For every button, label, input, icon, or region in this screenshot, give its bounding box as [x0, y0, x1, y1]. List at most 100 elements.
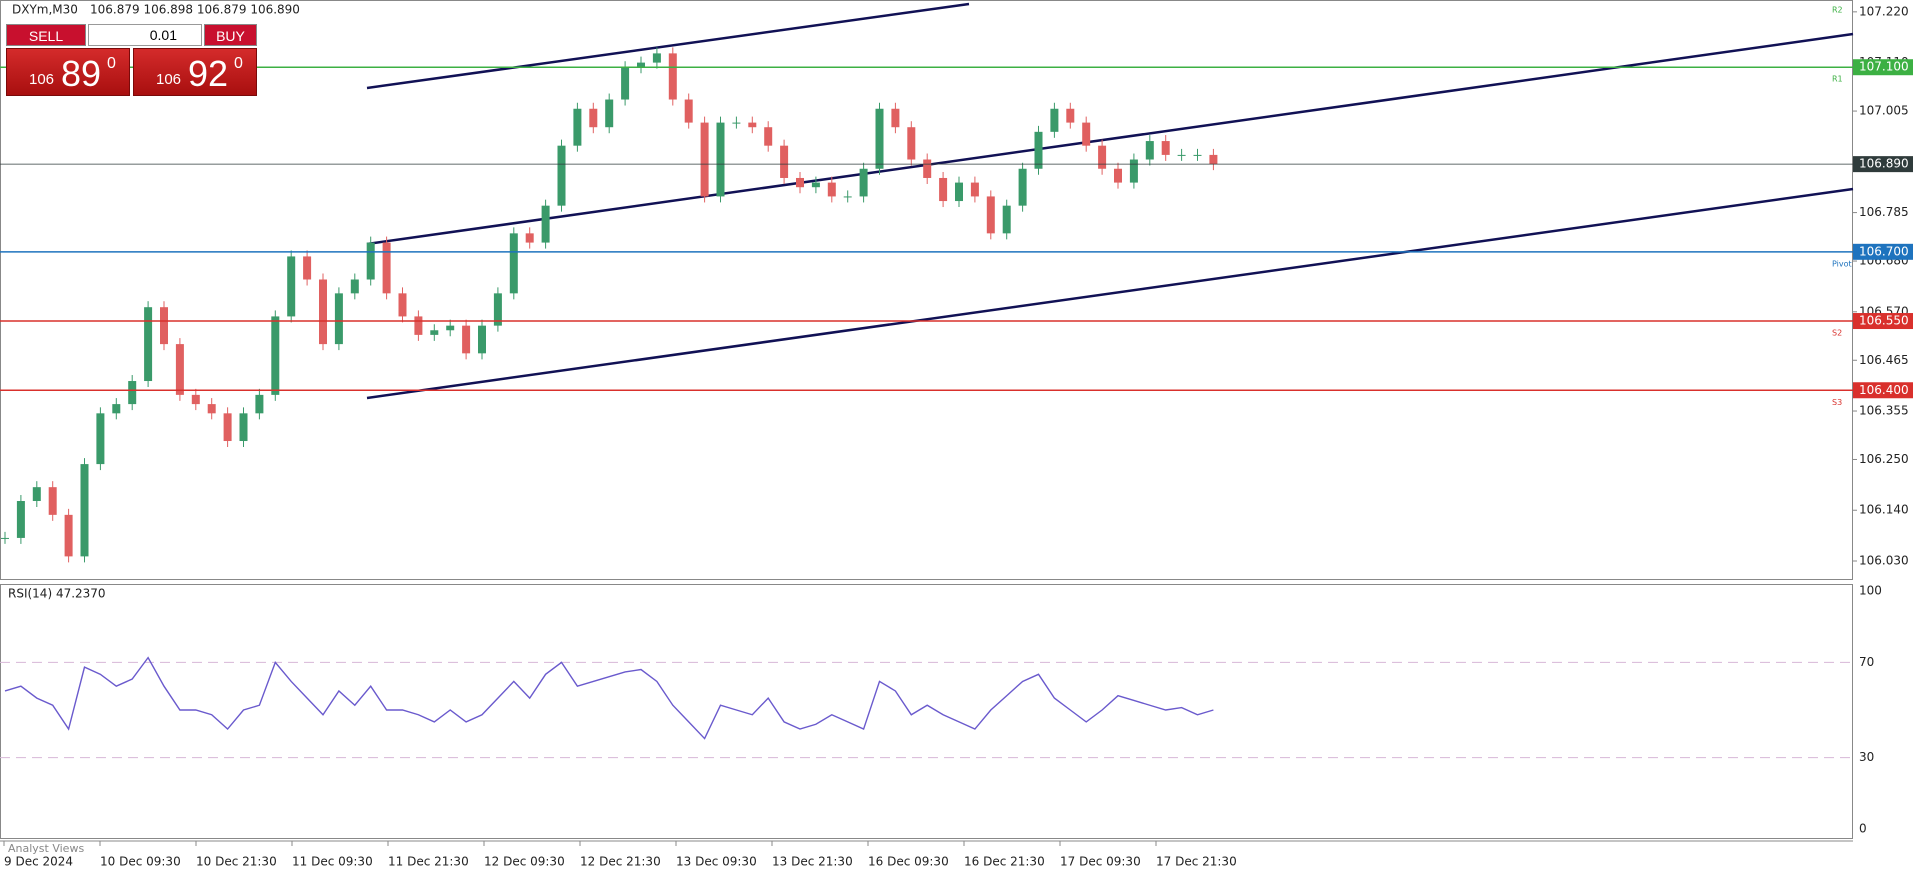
level-tag [1853, 313, 1913, 330]
candle [446, 325, 455, 331]
footer-tab: Analyst Views [8, 842, 84, 855]
level-name: S3 [1832, 398, 1842, 407]
candle [573, 108, 582, 146]
trade-panel: SELL 0.01 BUY 106 89 0 106 92 0 [6, 24, 257, 96]
candle [891, 108, 900, 128]
x-tick-label: 17 Dec 09:30 [1060, 855, 1141, 869]
candle [716, 122, 725, 197]
x-tick-label: 16 Dec 21:30 [964, 855, 1045, 869]
candle [112, 404, 121, 414]
y-tick-label: 107.005 [1859, 104, 1909, 118]
candle [64, 514, 73, 557]
price-main: 92 [188, 53, 229, 94]
candle [1050, 108, 1059, 132]
buy-button[interactable]: BUY [204, 24, 257, 46]
candle [271, 316, 280, 395]
level-label: 107.100 [1859, 60, 1909, 74]
level-tag [1853, 156, 1913, 173]
candle [223, 413, 232, 442]
candle [493, 293, 502, 326]
candle [1, 537, 9, 539]
price-sup: 0 [107, 55, 116, 72]
x-tick-label: 13 Dec 21:30 [772, 855, 853, 869]
candle [907, 127, 916, 160]
candle [955, 182, 963, 202]
channel [366, 2, 1854, 400]
candle [827, 182, 836, 197]
candle [684, 99, 693, 123]
level-label: 106.700 [1859, 244, 1909, 258]
sell-button[interactable]: SELL [6, 24, 86, 46]
x-tick-label: 10 Dec 21:30 [196, 855, 277, 869]
candle [96, 413, 105, 465]
candle [144, 307, 153, 382]
candle [48, 487, 57, 515]
candle [334, 293, 343, 345]
candle [637, 62, 645, 68]
lot-input[interactable]: 0.01 [88, 24, 202, 46]
candle [1082, 122, 1091, 146]
candle [796, 177, 804, 188]
candle [191, 394, 200, 405]
x-tick-label: 13 Dec 09:30 [676, 855, 757, 869]
candle [557, 145, 566, 206]
candle [939, 177, 948, 202]
x-tick-label: 16 Dec 09:30 [868, 855, 949, 869]
candle [732, 122, 741, 124]
candle [811, 182, 820, 188]
level-tag [1853, 382, 1913, 399]
candle [923, 159, 932, 178]
ohlc: 106.879 106.898 106.879 106.890 [90, 3, 300, 17]
candle [239, 413, 248, 442]
candle [1161, 141, 1170, 155]
rsi-tick-label: 70 [1859, 655, 1874, 669]
candle [525, 233, 534, 243]
candle [1114, 168, 1122, 183]
y-tick-label: 106.465 [1859, 353, 1909, 367]
x-tick-label: 10 Dec 09:30 [100, 855, 181, 869]
candle [366, 242, 375, 280]
candle [1193, 154, 1202, 156]
candle [875, 108, 884, 169]
x-tick-label: 12 Dec 09:30 [484, 855, 565, 869]
x-tick-label: 17 Dec 21:30 [1156, 855, 1237, 869]
main-frame [0, 0, 1853, 580]
y-tick-label: 106.250 [1859, 452, 1909, 466]
channel-line [366, 32, 1854, 246]
candle [1177, 154, 1186, 156]
y-tick-label: 106.140 [1859, 503, 1909, 517]
candle [128, 381, 137, 405]
candle [748, 122, 757, 128]
level-name: R1 [1832, 75, 1843, 84]
candle [970, 182, 979, 197]
candle [350, 279, 359, 294]
level-label: 106.400 [1859, 383, 1909, 397]
level-label: 106.890 [1859, 157, 1909, 171]
level-tag [1853, 59, 1913, 76]
r2-label: R2 [1832, 6, 1843, 15]
price-big: 106 [156, 71, 182, 88]
candle [859, 168, 868, 197]
y-tick-label: 106.785 [1859, 205, 1909, 219]
rsi-tick-label: 0 [1859, 822, 1867, 836]
candle [32, 487, 41, 502]
candle [1145, 141, 1154, 160]
candle [1034, 131, 1043, 169]
price-big: 106 [29, 71, 55, 88]
x-tick-label: 11 Dec 09:30 [292, 855, 373, 869]
candle [843, 196, 852, 198]
price-main: 89 [61, 53, 102, 94]
x-tick-label: 9 Dec 2024 [4, 855, 73, 869]
y-tick-label: 106.030 [1859, 554, 1909, 568]
candle [80, 464, 89, 557]
level-tag [1853, 243, 1913, 260]
symbol: DXYm,M30 [12, 3, 78, 17]
level-label: 106.550 [1859, 314, 1909, 328]
sell-price[interactable]: 106 89 0 [6, 48, 130, 96]
candle [430, 330, 439, 335]
level-name: Pivot [1832, 259, 1852, 268]
candle [541, 205, 550, 243]
buy-price[interactable]: 106 92 0 [133, 48, 257, 96]
